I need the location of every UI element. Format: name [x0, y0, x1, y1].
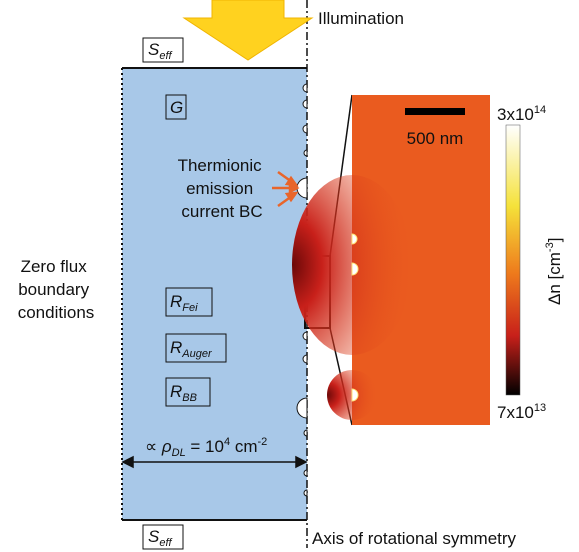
text-part: S	[148, 40, 160, 59]
illumination-arrow	[184, 0, 312, 60]
text-part: DL	[172, 447, 186, 459]
text-part: BB	[182, 392, 197, 404]
text-part: Zero flux	[21, 257, 88, 276]
text-part: Fei	[182, 302, 198, 314]
colorbar	[506, 125, 520, 395]
density-label: ∝ ρDL = 104 cm-2	[145, 436, 267, 459]
text-part: Δn [cm	[545, 252, 564, 305]
generation: G	[170, 98, 183, 117]
scale-bar	[405, 108, 465, 115]
text-part: -3	[544, 242, 556, 252]
thermionic-label: Thermionic emission current BC	[178, 156, 267, 221]
colorbar-label: Δn [cm-3]	[544, 238, 564, 305]
text-part: ∝	[145, 437, 162, 456]
text-part: conditions	[18, 303, 95, 322]
axis-label: Axis of rotational symmetry	[312, 529, 517, 548]
colorbar-max: 3x1014	[497, 104, 546, 124]
text-part: emission	[186, 179, 253, 198]
text-part: ρ	[161, 437, 172, 456]
text-part: Thermionic	[178, 156, 263, 175]
text-part: 7x10	[497, 403, 534, 422]
text-part: eff	[159, 537, 172, 549]
illumination-label: Illumination	[318, 9, 404, 28]
text-part: cm	[230, 437, 257, 456]
text-part: R	[170, 338, 182, 357]
text-part: boundary	[18, 280, 89, 299]
zero-flux-label: Zero flux boundary conditions	[18, 257, 95, 322]
text-part: ]	[545, 238, 564, 243]
text-part: 3x10	[497, 105, 534, 124]
text-part: -2	[258, 436, 268, 448]
text-part: R	[170, 292, 182, 311]
diagram: 500 nm 3x1014 7x1013 Δn [cm-3] Illuminat…	[0, 0, 579, 552]
text-part: Auger	[181, 348, 213, 360]
text-part: 13	[534, 402, 546, 414]
text-part: current BC	[181, 202, 262, 221]
text-part: R	[170, 382, 182, 401]
text-part: 14	[534, 104, 546, 116]
text-part: eff	[159, 50, 172, 62]
text-part: = 10	[186, 437, 224, 456]
colorbar-min: 7x1013	[497, 402, 546, 422]
scale-label: 500 nm	[407, 129, 464, 148]
page: {"illumination": "Illumination", "axis":…	[0, 0, 579, 552]
text-part: S	[148, 527, 160, 546]
